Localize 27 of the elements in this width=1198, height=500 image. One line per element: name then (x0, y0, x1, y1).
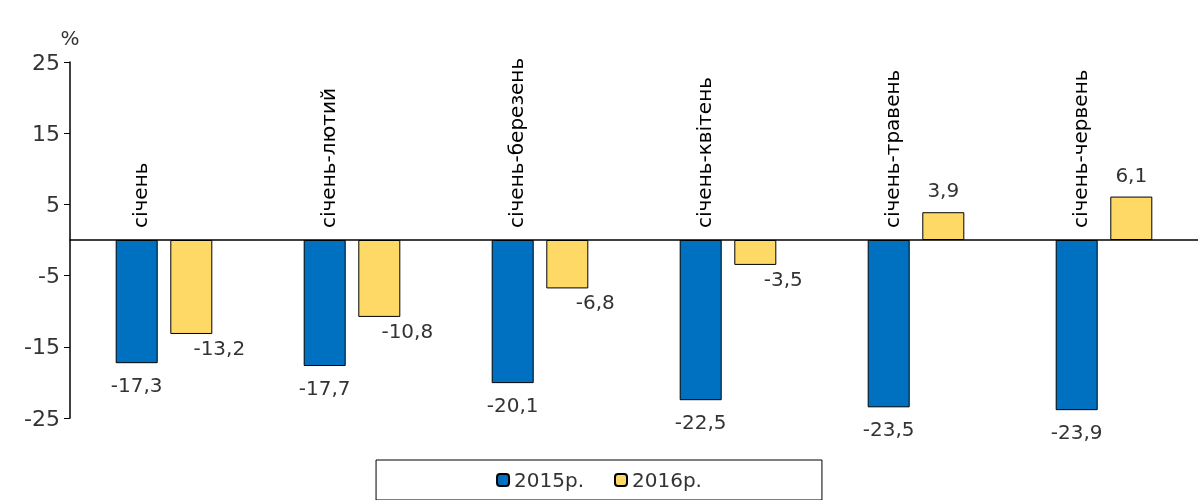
y-tick-label: -25 (24, 405, 60, 431)
y-tick-label: -5 (38, 263, 60, 289)
legend-label: 2016р. (632, 468, 702, 492)
x-tick-label: січень-квітень (692, 77, 716, 228)
data-label: -3,5 (763, 266, 803, 291)
data-label: 6,1 (1115, 162, 1148, 187)
y-axis-title: % (60, 26, 80, 50)
y-tick-label: -15 (24, 334, 60, 360)
data-label: -13,2 (193, 335, 246, 360)
data-label: -22,5 (674, 410, 727, 435)
x-tick-label: січень-червень (1068, 69, 1092, 228)
data-label: -6,8 (575, 290, 615, 315)
x-tick-label: січень (128, 162, 152, 228)
x-tick-label: січень-травень (880, 69, 904, 228)
data-label: -17,7 (298, 376, 351, 401)
x-tick-label: січень-лютий (316, 87, 340, 228)
y-tick-label: 25 (32, 49, 60, 75)
y-tick-label: 15 (32, 120, 60, 146)
x-tick-label: січень-березень (504, 57, 528, 228)
data-label: -10,8 (381, 318, 434, 343)
data-label: -23,5 (862, 417, 915, 442)
legend-label: 2015р. (514, 468, 584, 492)
y-tick-label: 5 (46, 191, 60, 217)
data-label: -17,3 (110, 373, 163, 398)
data-label: -23,9 (1050, 420, 1103, 445)
data-label: -20,1 (486, 393, 539, 418)
data-label: 3,9 (927, 178, 960, 203)
